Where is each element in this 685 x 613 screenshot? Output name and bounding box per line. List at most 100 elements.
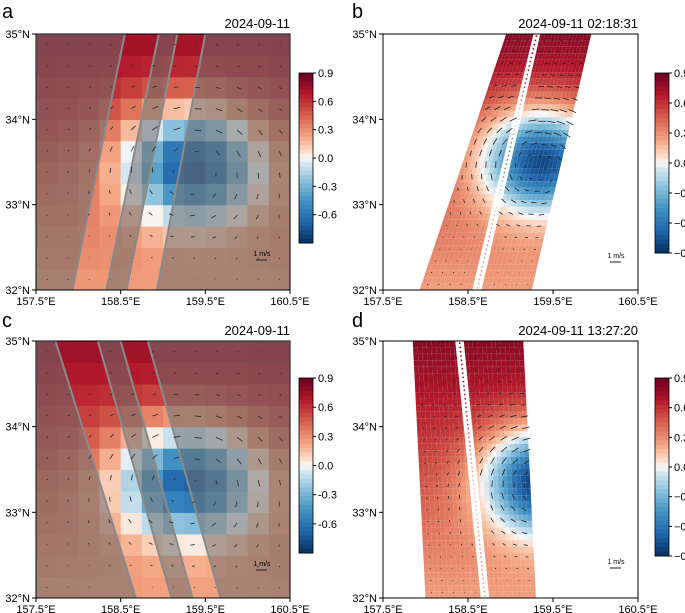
nadir-dot bbox=[469, 449, 472, 452]
velocity-arrow bbox=[152, 454, 158, 460]
colorbar-segment bbox=[299, 158, 313, 163]
swath-cell bbox=[425, 411, 431, 419]
swath-cell bbox=[420, 398, 426, 406]
nadir-dot bbox=[474, 505, 477, 507]
colorbar-segment bbox=[299, 434, 313, 440]
swath-cell bbox=[487, 168, 494, 175]
swath-cell bbox=[496, 226, 503, 233]
swath-cell bbox=[563, 66, 570, 73]
velocity-arrow bbox=[556, 85, 563, 88]
swath-cell bbox=[440, 277, 447, 284]
swath-cell bbox=[527, 40, 533, 47]
velocity-arrow bbox=[211, 544, 217, 547]
swath-cell bbox=[417, 341, 423, 348]
swath-cell bbox=[449, 341, 455, 348]
swath-cell bbox=[490, 85, 497, 92]
swath-cell bbox=[541, 91, 548, 98]
swath-cell bbox=[439, 501, 445, 509]
swath-cell bbox=[557, 123, 563, 130]
swath-cell bbox=[437, 475, 443, 483]
velocity-arrow bbox=[129, 189, 132, 195]
swath-cell bbox=[518, 341, 524, 348]
velocity-arrow bbox=[128, 211, 132, 216]
swath-cell bbox=[490, 424, 496, 431]
swath-cell bbox=[529, 553, 535, 560]
swath-cell bbox=[550, 59, 557, 66]
swath-cell bbox=[440, 341, 446, 348]
swath-cell bbox=[421, 341, 427, 348]
swath-cell bbox=[536, 98, 542, 105]
swath-cell bbox=[533, 168, 540, 175]
swath-cell bbox=[430, 264, 438, 271]
velocity-arrow bbox=[511, 531, 517, 535]
swath-cell bbox=[490, 514, 496, 521]
velocity-arrow bbox=[498, 149, 502, 157]
swath-cell bbox=[521, 591, 527, 598]
nadir-dot bbox=[470, 457, 473, 460]
swath-cell bbox=[455, 258, 463, 265]
swath-cell bbox=[521, 405, 527, 412]
swath-cell bbox=[507, 251, 514, 258]
colorbar-segment bbox=[299, 204, 313, 210]
swath-cell bbox=[425, 405, 431, 412]
swath-cell bbox=[546, 200, 553, 207]
swath-cell bbox=[517, 136, 524, 143]
swath-cell bbox=[499, 283, 506, 290]
swath-cell bbox=[494, 405, 500, 412]
swath-cell bbox=[440, 533, 446, 541]
swath-cell bbox=[446, 559, 452, 566]
colorbar-segment bbox=[655, 551, 669, 557]
y-tick-label: 34°N bbox=[352, 422, 377, 434]
swath-cell bbox=[516, 482, 522, 489]
swath-cell bbox=[495, 130, 502, 137]
velocity-arrow bbox=[279, 587, 281, 589]
swath-cell bbox=[449, 206, 457, 214]
swath-cell bbox=[475, 405, 481, 412]
plot-area bbox=[36, 341, 290, 598]
swath-cell bbox=[447, 578, 453, 586]
swath-cell bbox=[546, 104, 552, 111]
swath-cell bbox=[505, 546, 511, 554]
swath-cell bbox=[445, 353, 451, 361]
swath-cell bbox=[519, 533, 524, 541]
swath-cell bbox=[560, 66, 566, 73]
velocity-arrow bbox=[191, 501, 195, 504]
colorbar-tick-label: −0 bbox=[674, 188, 685, 200]
swath-cell bbox=[479, 392, 485, 399]
swath-cell bbox=[442, 385, 448, 393]
swath-cell bbox=[468, 533, 474, 541]
swath-cell bbox=[505, 40, 512, 47]
nadir-dot bbox=[506, 158, 509, 161]
swath-cell bbox=[511, 572, 517, 579]
swath-cell bbox=[516, 232, 524, 239]
swath-cell bbox=[514, 258, 522, 265]
y-tick-label: 32°N bbox=[5, 593, 30, 605]
swath-cell bbox=[540, 226, 547, 233]
swath-cell bbox=[514, 226, 521, 233]
swath-cell bbox=[502, 572, 508, 579]
swath-cell bbox=[507, 104, 514, 111]
swath-cell bbox=[520, 373, 526, 380]
swath-cell bbox=[448, 411, 454, 419]
swath-cell bbox=[443, 591, 449, 598]
swath-cell bbox=[568, 34, 574, 41]
swath-cell bbox=[441, 258, 449, 265]
nadir-dot bbox=[496, 201, 499, 204]
swath-cell bbox=[443, 213, 450, 220]
swath-cell bbox=[475, 392, 481, 399]
swath-cell bbox=[520, 379, 526, 386]
velocity-arrow bbox=[516, 224, 521, 227]
velocity-arrow bbox=[473, 236, 475, 238]
velocity-arrow bbox=[215, 108, 223, 112]
swath-cell bbox=[429, 591, 435, 598]
nadir-dot bbox=[469, 453, 472, 456]
swath-cell bbox=[450, 245, 458, 252]
colorbar-segment bbox=[655, 378, 669, 383]
velocity-arrow bbox=[503, 106, 511, 111]
nadir-dot bbox=[492, 218, 495, 221]
swath-cell bbox=[527, 527, 533, 534]
velocity-arrow bbox=[502, 84, 507, 87]
velocity-arrow bbox=[129, 234, 132, 237]
swath-cell bbox=[450, 540, 456, 547]
swath-cell bbox=[501, 98, 508, 105]
